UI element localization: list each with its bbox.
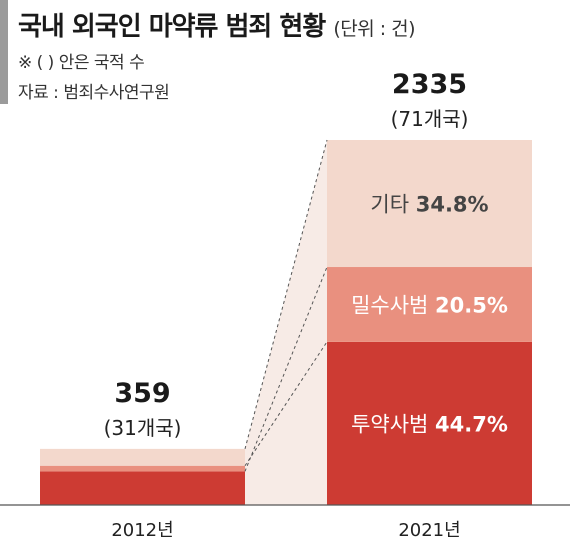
connector-area [245,140,327,505]
chart-title-text: 국내 외국인 마약류 범죄 현황 [18,12,326,42]
segment-percent: 34.8% [416,193,489,217]
segment-name: 기타 [370,193,415,217]
bar-2012-smuggling-segment [40,465,245,472]
segment-percent: 20.5% [435,293,508,317]
segment-name: 밀수사범 [351,293,435,317]
total-label: 359 [114,378,170,409]
segment-label: 투약사범 44.7% [351,412,508,436]
title-accent-bar [0,0,8,104]
country-count-label: (71개국) [391,107,469,131]
bar-2012-dosing-segment [40,471,245,505]
country-count-label: (31개국) [104,416,182,440]
country-count-note: ※ ( ) 안은 국적 수 [18,53,145,73]
bar-2021-dosing-segment [327,341,532,505]
chart-title: 국내 외국인 마약류 범죄 현황 (단위 : 건) [18,6,416,43]
connector-dashed-line [244,266,328,472]
unit-label: (단위 : 건) [333,18,416,40]
segment-name: 투약사범 [351,412,435,436]
total-label: 2335 [392,69,467,100]
connector-dashed-line [244,139,328,450]
segment-label: 기타 34.8% [370,193,488,217]
source-note: 자료 : 범죄수사연구원 [18,83,170,103]
bar-2012-other-segment [40,448,245,466]
x-tick-label: 2021년 [398,520,460,541]
segment-label: 밀수사범 20.5% [351,293,508,317]
connector-dashed-line [244,341,328,466]
x-tick-label: 2012년 [111,520,173,541]
bar-2021-other-segment [327,140,532,268]
segment-percent: 44.7% [435,412,508,436]
bar-2021-smuggling-segment [327,267,532,342]
